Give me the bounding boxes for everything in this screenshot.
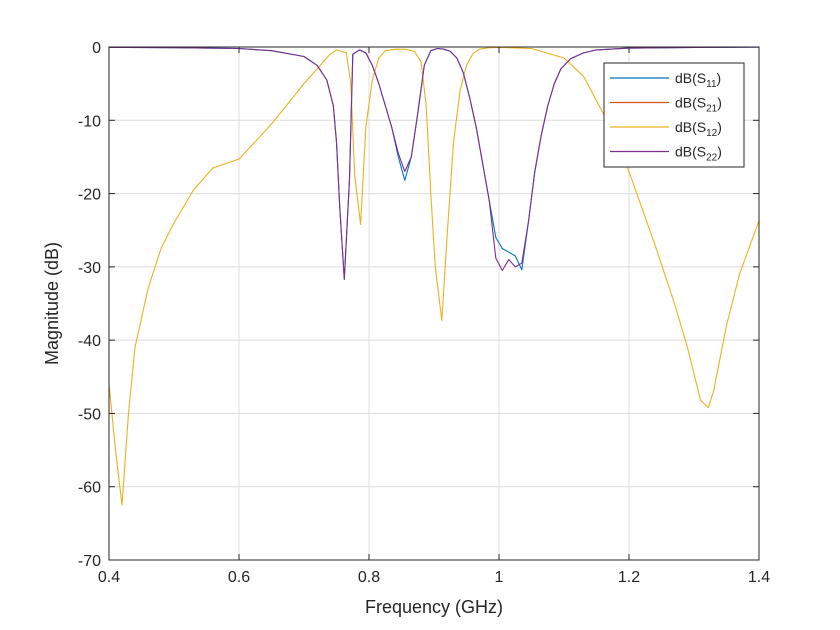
y-tick-label: -10 [78, 113, 101, 130]
legend-box [603, 62, 745, 168]
legend-entry: dB(S11) [675, 70, 721, 90]
legend: dB(S11) dB(S21) dB(S12) dB(S22) [603, 62, 745, 168]
y-tick-label: -20 [78, 187, 101, 204]
data-series [109, 47, 759, 506]
y-tick-label: -40 [78, 333, 101, 350]
legend-entry: dB(S12) [675, 119, 722, 139]
x-tick-label: 1.4 [748, 569, 770, 586]
x-axis-label: Frequency (GHz) [365, 597, 503, 617]
y-axis-label: Magnitude (dB) [42, 242, 62, 365]
y-tick-label: -60 [78, 480, 101, 497]
y-tick-label: -50 [78, 406, 101, 423]
x-tick-label: 0.4 [98, 569, 120, 586]
y-tick-label: -70 [78, 553, 101, 570]
legend-entry: dB(S22) [675, 144, 722, 164]
legend-entry: dB(S21) [675, 95, 722, 115]
x-tick-label: 1 [495, 569, 504, 586]
axis-ticks: 0.4 0.6 0.8 1 1.2 1.4 0 -10 -20 -30 -40 -50 -60 -70 [78, 40, 770, 586]
axes-frame [108, 46, 760, 561]
series-line [109, 47, 759, 506]
series-line [109, 47, 759, 280]
y-tick-label: -30 [78, 260, 101, 277]
y-tick-label: 0 [92, 40, 101, 57]
x-tick-label: 1.2 [618, 569, 640, 586]
x-tick-label: 0.6 [228, 569, 250, 586]
x-tick-label: 0.8 [358, 569, 380, 586]
